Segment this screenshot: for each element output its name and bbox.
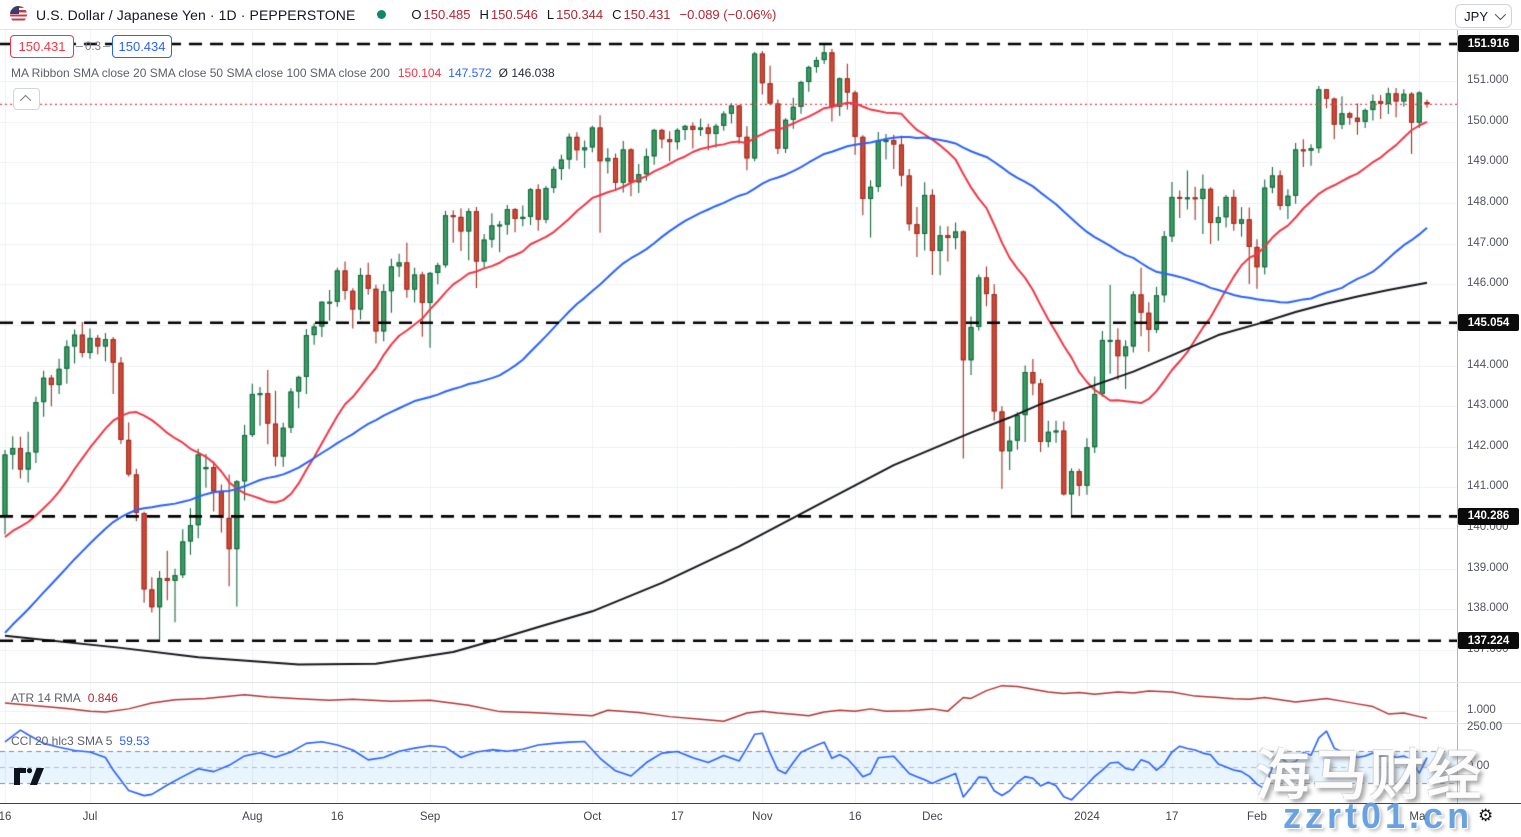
sma50-value: 147.572	[448, 66, 492, 80]
spread-value: 0.3	[85, 40, 101, 53]
atr-value: 0.846	[87, 691, 118, 705]
collapse-legend-button[interactable]	[13, 88, 40, 110]
ohlc-high-label: H	[479, 7, 489, 22]
time-axis-label: Feb	[1247, 811, 1267, 823]
price-axis-border	[1457, 0, 1458, 834]
time-axis-label: 16	[330, 811, 344, 823]
chevron-down-icon	[1494, 8, 1507, 21]
time-axis-label: 16	[848, 811, 862, 823]
ma-ribbon-label: MA Ribbon SMA close 20 SMA close 50 SMA …	[11, 66, 390, 80]
time-axis-label: Jul	[82, 811, 98, 823]
change-readout: −0.089 (−0.06%)	[679, 7, 777, 22]
spread-readout: 0.3	[74, 41, 112, 53]
price-axis-label: 143.000	[1467, 399, 1509, 412]
price-axis-label: 146.000	[1467, 277, 1509, 290]
time-axis-label: 2024	[1074, 811, 1100, 823]
time-axis[interactable]: 16 Jul Aug 16 Sep Oct 17 Nov 16 Dec 2024 17 Feb Mar	[0, 804, 1521, 834]
price-axis-label: 141.000	[1467, 480, 1509, 493]
market-status-icon	[377, 10, 387, 19]
cci-axis-label: 0.00	[1467, 759, 1490, 772]
price-axis-label: 151.000	[1467, 74, 1509, 87]
time-axis-label: Nov	[752, 811, 773, 823]
time-axis-label: 17	[1165, 811, 1179, 823]
symbol-title[interactable]: U.S. Dollar / Japanese Yen · 1D · PEPPER…	[36, 6, 356, 23]
chevron-up-icon	[19, 94, 31, 107]
time-axis-label: 17	[670, 811, 684, 823]
sma20-value: 150.104	[397, 66, 442, 80]
us-flag-icon	[10, 6, 27, 23]
time-axis-border	[0, 803, 1521, 804]
ohlc-low-value: 150.344	[556, 7, 604, 22]
cci-label: CCI 20 hlc3 SMA 5	[11, 734, 113, 748]
tradingview-logo[interactable]	[14, 768, 44, 785]
ohlc-close-value: 150.431	[623, 7, 671, 22]
time-axis-label: Sep	[419, 811, 441, 823]
level-price-badge: 145.054	[1458, 314, 1519, 332]
price-axis-label: 139.000	[1467, 561, 1509, 574]
ohlc-readout: O 150.485 H 150.546 L 150.344 C 150.431 −0.0…	[402, 7, 776, 22]
axis-settings-gear-icon[interactable]: ⚙	[1478, 806, 1494, 825]
buy-button[interactable]: 150.434	[112, 35, 172, 58]
atr-label: ATR 14 RMA	[11, 691, 81, 705]
level-price-badge: 137.224	[1458, 632, 1519, 650]
currency-label: JPY	[1464, 8, 1488, 24]
cci-value: 59.53	[119, 734, 150, 748]
price-axis-label: 150.000	[1467, 114, 1509, 127]
time-axis-label: 16	[0, 811, 12, 823]
ohlc-open-value: 150.485	[423, 7, 471, 22]
atr-legend[interactable]: ATR 14 RMA 0.846	[11, 691, 118, 705]
price-axis-label: 142.000	[1467, 439, 1509, 452]
buy-sell-panel: 150.431 0.3 150.434	[10, 35, 172, 58]
price-axis-label: 138.000	[1467, 602, 1509, 615]
cci-axis-label: 250.00	[1467, 720, 1503, 733]
atr-axis-label: 1.000	[1467, 704, 1496, 717]
time-axis-label: Aug	[242, 811, 263, 823]
price-axis-label: 147.000	[1467, 236, 1509, 249]
ohlc-low-label: L	[546, 7, 555, 22]
sma200-value: Ø 146.038	[498, 66, 555, 80]
price-axis[interactable]: 151.000 150.000 149.000 148.000 147.000 146.0…	[1457, 30, 1521, 803]
time-axis-label: Dec	[922, 811, 943, 823]
price-axis-label: 148.000	[1467, 196, 1509, 209]
ohlc-close-label: C	[612, 7, 622, 22]
sell-button[interactable]: 150.431	[10, 35, 74, 58]
level-price-badge: 151.916	[1458, 35, 1519, 53]
chart-canvas[interactable]	[0, 30, 1457, 803]
time-axis-label: Mar	[1409, 811, 1430, 823]
price-axis-label: 144.000	[1467, 358, 1509, 371]
level-price-badge: 140.286	[1458, 507, 1519, 525]
pane-separator-cci[interactable]	[0, 723, 1521, 724]
cci-legend[interactable]: CCI 20 hlc3 SMA 5 59.53	[11, 734, 149, 748]
time-axis-label: Oct	[583, 811, 602, 823]
spread-dash-left	[76, 46, 83, 47]
ma-ribbon-legend[interactable]: MA Ribbon SMA close 20 SMA close 50 SMA …	[11, 66, 555, 80]
pane-separator-atr[interactable]	[0, 682, 1521, 683]
currency-dropdown[interactable]: JPY	[1455, 4, 1512, 28]
ohlc-high-value: 150.546	[490, 7, 538, 22]
price-axis-label: 149.000	[1467, 155, 1509, 168]
spread-dash-right	[103, 46, 110, 47]
ohlc-open-label: O	[411, 7, 422, 22]
top-toolbar: U.S. Dollar / Japanese Yen · 1D · PEPPER…	[0, 0, 1521, 30]
